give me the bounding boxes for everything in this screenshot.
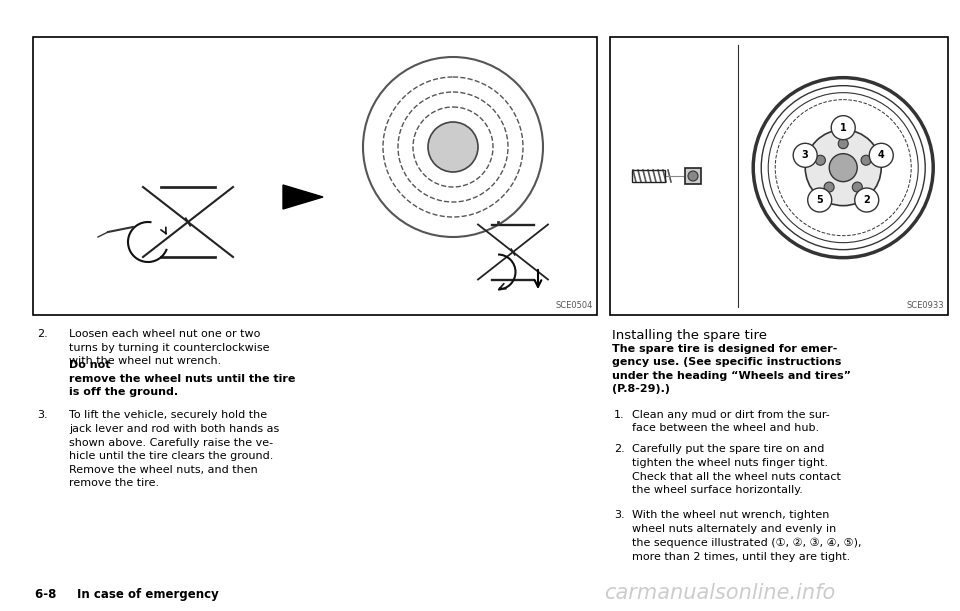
Text: With the wheel nut wrench, tighten
wheel nuts alternately and evenly in
the sequ: With the wheel nut wrench, tighten wheel… xyxy=(632,510,861,562)
Text: carmanualsonline.info: carmanualsonline.info xyxy=(605,583,835,603)
Text: 1.: 1. xyxy=(614,409,625,420)
Text: 3: 3 xyxy=(802,150,808,160)
Circle shape xyxy=(815,155,826,165)
Text: 2: 2 xyxy=(863,195,870,205)
Text: Clean any mud or dirt from the sur-
face between the wheel and hub.: Clean any mud or dirt from the sur- face… xyxy=(632,409,829,433)
Bar xyxy=(685,168,701,184)
Circle shape xyxy=(824,182,834,192)
Circle shape xyxy=(831,115,855,140)
Text: 2.: 2. xyxy=(37,329,48,339)
Text: 5: 5 xyxy=(816,195,823,205)
Circle shape xyxy=(852,182,862,192)
Text: 4: 4 xyxy=(877,150,884,160)
Circle shape xyxy=(861,155,871,165)
Bar xyxy=(33,37,597,315)
Text: The spare tire is designed for emer-
gency use. (See specific instructions
under: The spare tire is designed for emer- gen… xyxy=(612,343,851,395)
Circle shape xyxy=(688,171,698,181)
Text: 3.: 3. xyxy=(614,510,625,521)
Bar xyxy=(632,170,665,182)
Text: SCE0933: SCE0933 xyxy=(906,301,944,310)
Text: 3.: 3. xyxy=(37,411,48,420)
Circle shape xyxy=(428,122,478,172)
Circle shape xyxy=(869,144,893,167)
Circle shape xyxy=(807,188,831,212)
Circle shape xyxy=(829,153,857,181)
Text: SCE0504: SCE0504 xyxy=(556,301,593,310)
Text: Carefully put the spare tire on and
tighten the wheel nuts finger tight.
Check t: Carefully put the spare tire on and tigh… xyxy=(632,444,841,496)
Bar xyxy=(610,37,948,315)
Circle shape xyxy=(805,130,881,206)
Text: 2.: 2. xyxy=(614,444,625,455)
Polygon shape xyxy=(283,185,323,209)
Text: Do not
remove the wheel nuts until the tire
is off the ground.: Do not remove the wheel nuts until the t… xyxy=(69,360,296,397)
Text: Installing the spare tire: Installing the spare tire xyxy=(612,329,767,342)
Text: 6-8     In case of emergency: 6-8 In case of emergency xyxy=(35,588,219,601)
Text: To lift the vehicle, securely hold the
jack lever and rod with both hands as
sho: To lift the vehicle, securely hold the j… xyxy=(69,411,279,488)
Circle shape xyxy=(854,188,878,212)
Text: Loosen each wheel nut one or two
turns by turning it counterclockwise
with the w: Loosen each wheel nut one or two turns b… xyxy=(69,329,270,366)
Text: 1: 1 xyxy=(840,123,847,133)
Circle shape xyxy=(793,144,817,167)
Circle shape xyxy=(838,139,849,148)
